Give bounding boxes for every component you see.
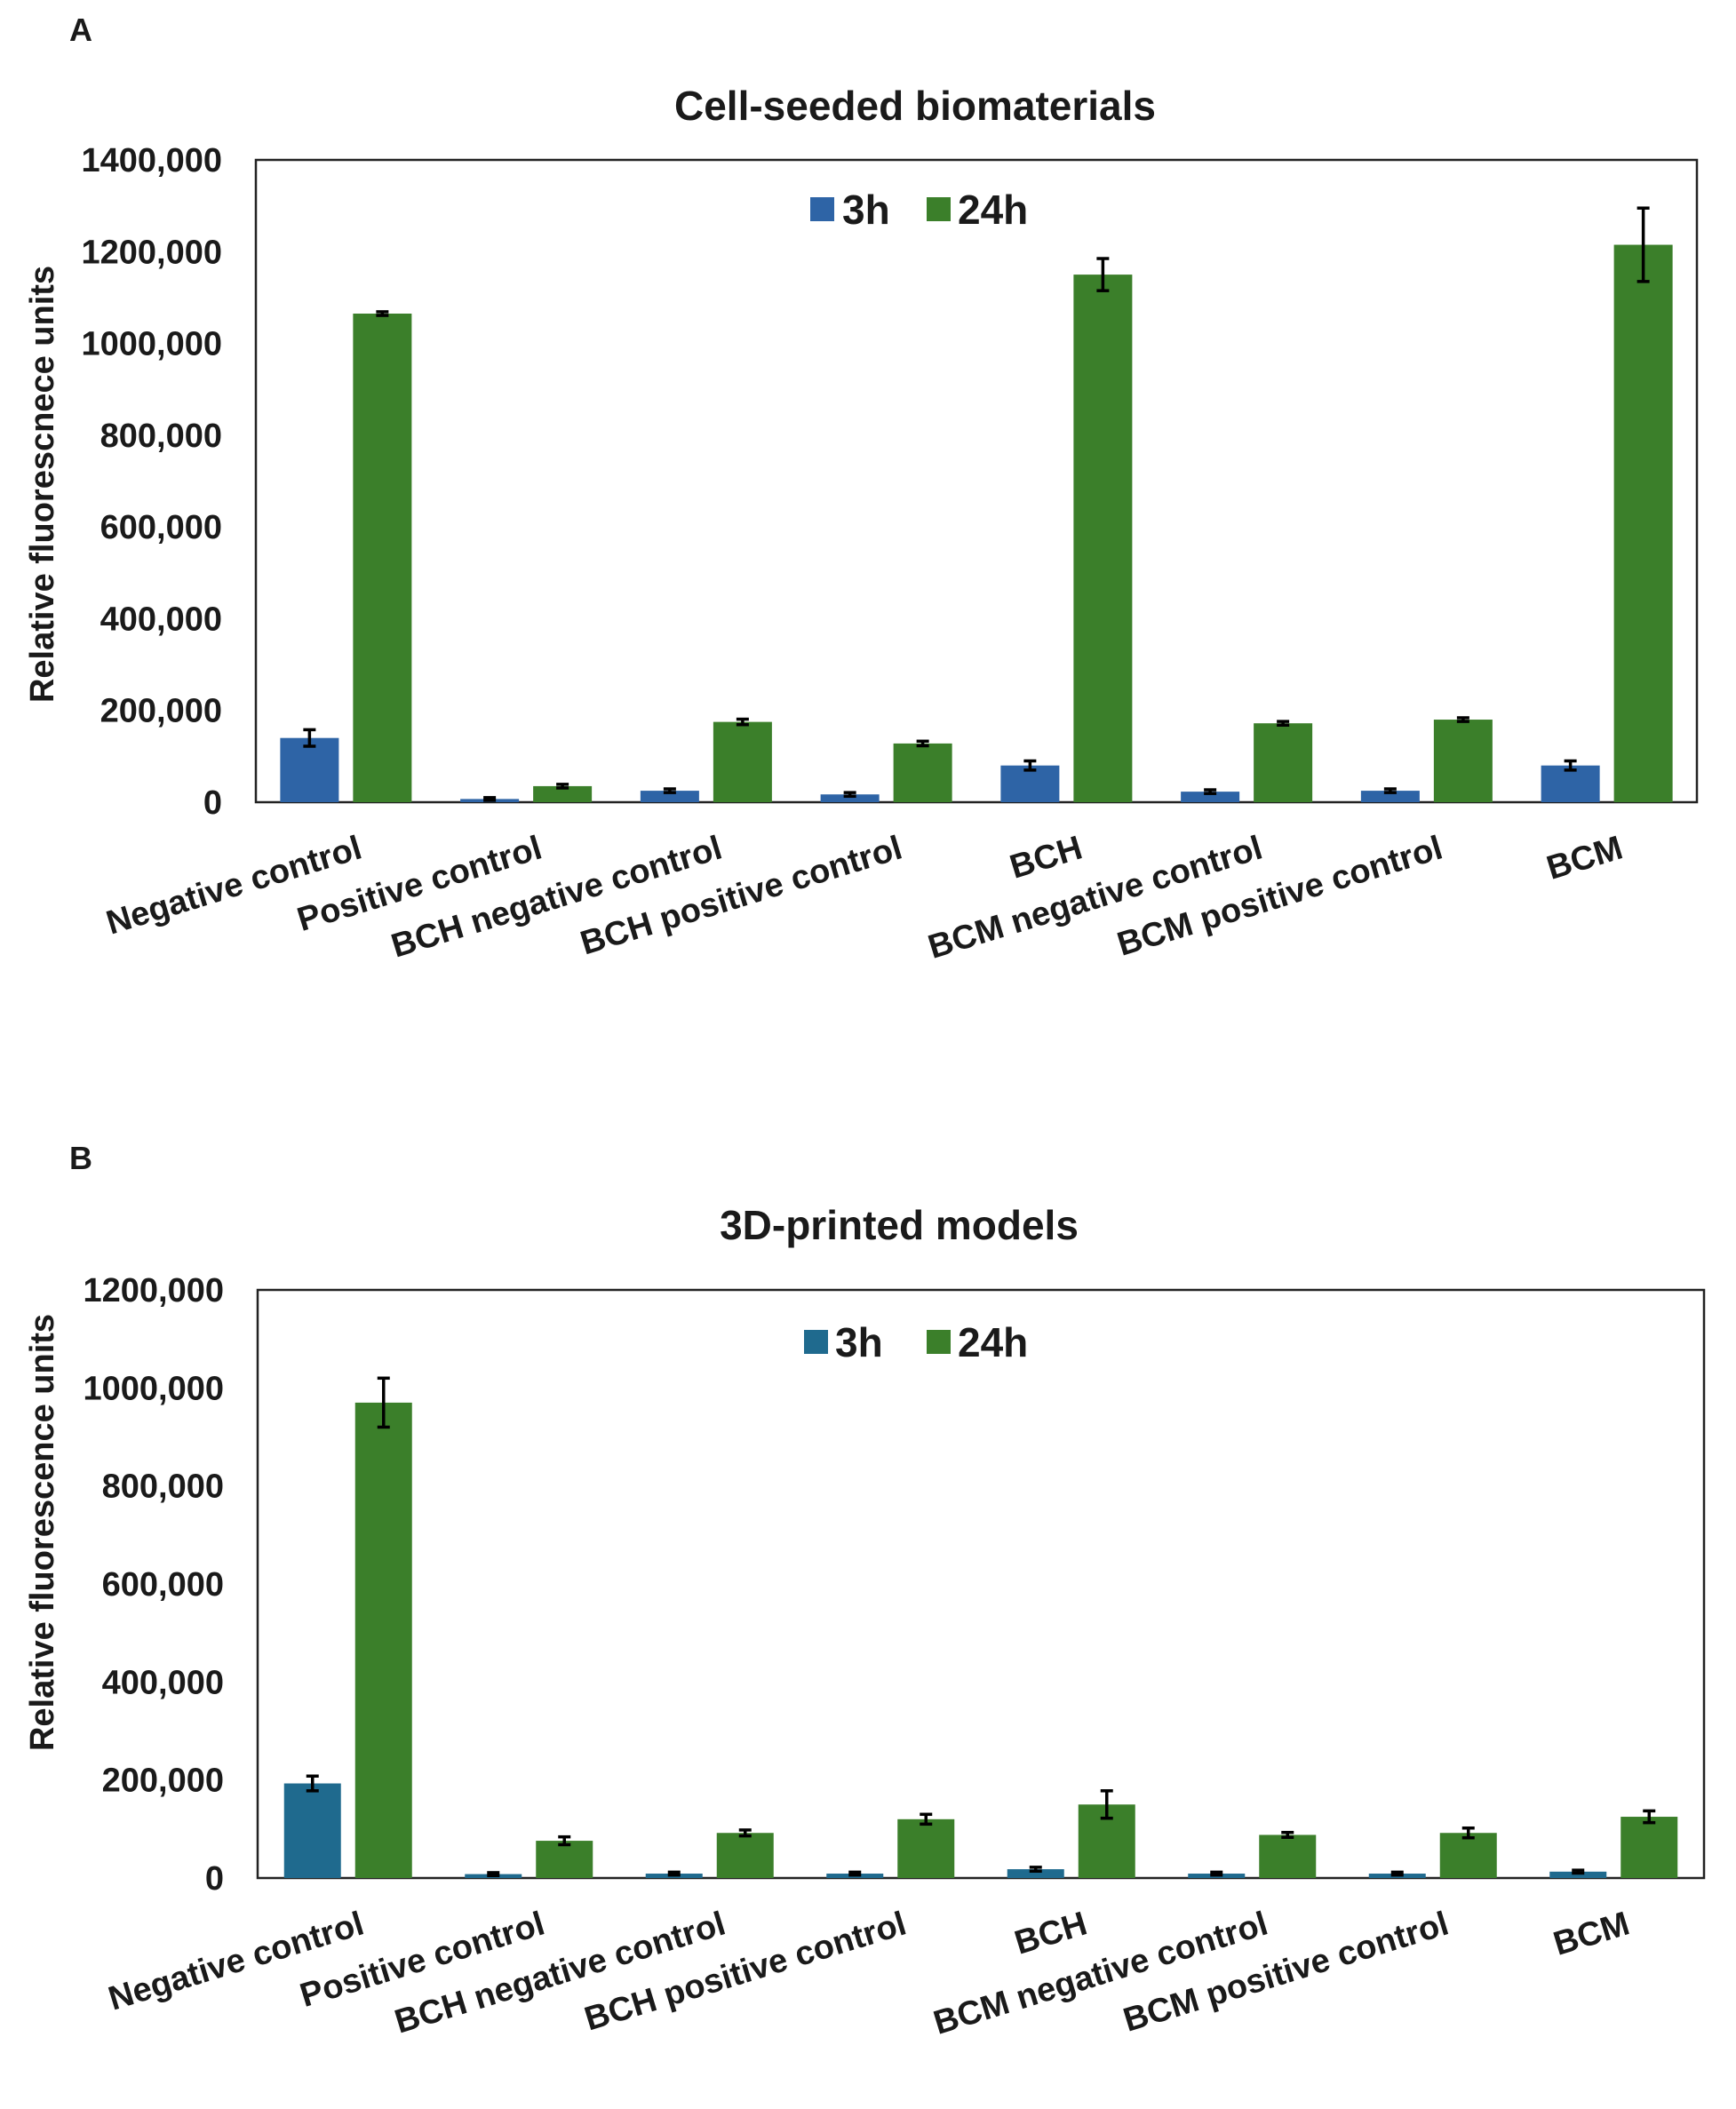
x-category-label: BCM positive control	[1119, 1905, 1453, 2039]
y-tick-label: 1000,000	[82, 326, 223, 363]
y-tick-label: 600,000	[102, 1566, 224, 1604]
x-category-label: BCH positive control	[580, 1905, 911, 2038]
bar-24h	[1439, 1833, 1497, 1878]
y-axis-title: Relative fluorescence units	[24, 1314, 61, 1751]
bar-24h	[1433, 720, 1493, 802]
bar-3h	[820, 794, 880, 802]
bars	[283, 1376, 1678, 1878]
bar-24h	[897, 1819, 955, 1878]
legend-label-3h: 3h	[842, 187, 890, 233]
bar-24h	[716, 1833, 774, 1878]
bar-24h	[1073, 275, 1133, 802]
bar-3h	[640, 791, 699, 802]
y-tick-label: 400,000	[102, 1664, 224, 1701]
panel-letter: B	[69, 1140, 92, 1176]
y-tick-label: 1400,000	[82, 142, 223, 179]
x-category-label: BCM	[1549, 1905, 1634, 1962]
bar-24h	[353, 314, 412, 803]
bar-24h	[893, 743, 952, 802]
y-axis-title: Relative fluorescnece units	[24, 266, 61, 703]
legend-swatch-3h	[810, 197, 834, 221]
legend-label-3h: 3h	[835, 1319, 883, 1365]
bar-3h	[283, 1783, 341, 1878]
x-category-label: BCH positive control	[577, 829, 907, 962]
legend-swatch-24h	[927, 1330, 951, 1354]
y-tick-label: 200,000	[100, 693, 222, 730]
bar-24h	[1621, 1817, 1678, 1878]
y-tick-label: 400,000	[100, 601, 222, 638]
y-tick-label: 800,000	[100, 418, 222, 455]
panel-letter: A	[69, 12, 92, 48]
bar-3h	[1181, 792, 1240, 802]
chart-title: Cell-seeded biomaterials	[674, 83, 1156, 129]
chart-panel-b: B 3D-printed models Relative fluorescenc…	[24, 1140, 1706, 2042]
y-tick-label: 0	[205, 1860, 224, 1898]
x-category-label: BCH	[1010, 1905, 1091, 1962]
y-tick-label: 1200,000	[82, 234, 223, 271]
x-category-label: BCH	[1006, 829, 1087, 886]
bar-3h	[1007, 1869, 1064, 1878]
legend-label-24h: 24h	[958, 1319, 1028, 1365]
bars	[280, 206, 1673, 803]
y-ticks: 0 200,000 400,000 600,000 800,000 1000,000 120…	[84, 1272, 225, 1898]
legend-label-24h: 24h	[958, 187, 1028, 233]
bar-24h	[1259, 1834, 1317, 1878]
bar-24h	[533, 785, 593, 802]
legend: 3h 24h	[810, 187, 1028, 233]
plot-frame	[256, 1288, 1706, 1880]
bar-24h	[1254, 723, 1313, 802]
chart-title: 3D-printed models	[720, 1202, 1079, 1248]
y-tick-label: 1000,000	[84, 1370, 225, 1407]
bar-3h	[280, 737, 339, 802]
y-tick-label: 1200,000	[84, 1272, 225, 1309]
bar-24h	[1613, 244, 1673, 802]
bar-3h	[1549, 1871, 1607, 1878]
x-category-label: BCM	[1542, 829, 1627, 887]
legend-swatch-24h	[927, 197, 951, 221]
y-tick-label: 600,000	[100, 509, 222, 546]
y-tick-label: 800,000	[102, 1468, 224, 1506]
bar-24h	[354, 1402, 412, 1878]
y-ticks: 0 200,000 400,000 600,000 800,000 1000,000 120…	[82, 142, 223, 822]
legend-swatch-3h	[804, 1330, 828, 1354]
plot-frame	[254, 158, 1699, 804]
bar-3h	[1360, 791, 1420, 802]
y-tick-label: 200,000	[102, 1763, 224, 1800]
chart-panel-a: A Cell-seeded biomaterials Relative fluo…	[24, 12, 1699, 967]
bar-24h	[536, 1841, 593, 1878]
legend: 3h 24h	[804, 1319, 1028, 1365]
y-tick-label: 0	[203, 784, 222, 822]
bar-24h	[713, 721, 772, 802]
